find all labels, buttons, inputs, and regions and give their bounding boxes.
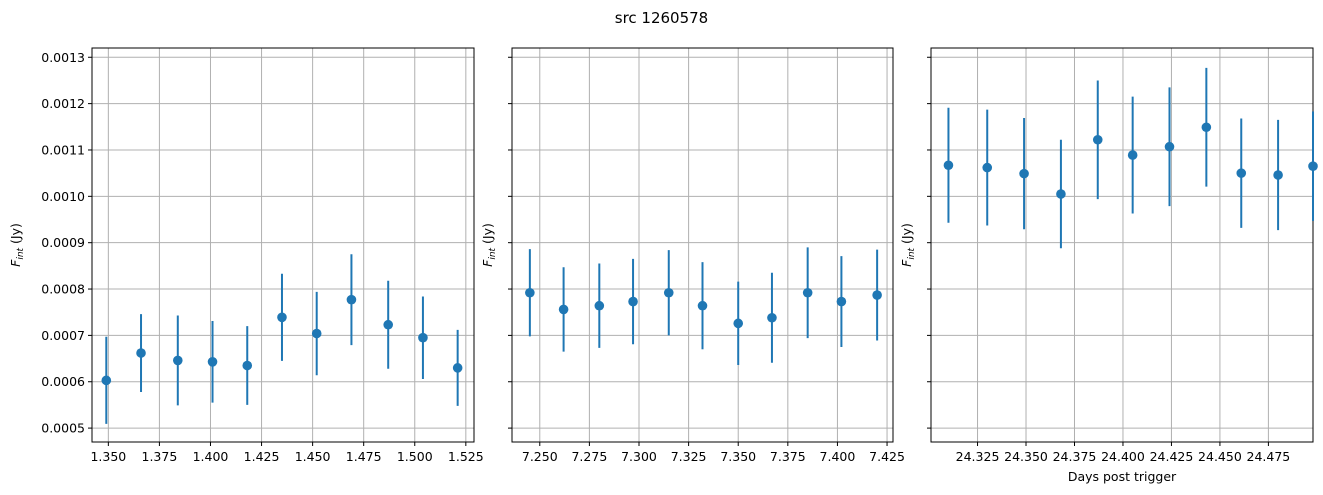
x-tick-label: 7.375 — [770, 449, 806, 464]
y-axis-label: Fint (Jy) — [8, 223, 26, 267]
y-tick-label: 0.0008 — [41, 282, 85, 297]
x-axis-label: Days post trigger — [1068, 469, 1177, 484]
data-point — [1056, 189, 1066, 199]
data-point — [277, 312, 287, 323]
data-point — [101, 375, 112, 386]
data-point — [1092, 134, 1103, 145]
x-tick-label: 24.400 — [1101, 449, 1145, 464]
axes-frame — [511, 47, 894, 443]
x-tick-label: 24.450 — [1198, 449, 1242, 464]
data-point — [1308, 161, 1318, 171]
data-point — [242, 360, 253, 371]
x-tick-label: 1.375 — [142, 449, 178, 464]
x-tick-label: 7.400 — [820, 449, 856, 464]
data-point — [628, 296, 638, 307]
data-point — [207, 357, 218, 367]
data-point — [452, 363, 463, 373]
data-point — [1019, 168, 1029, 179]
data-point — [836, 296, 847, 307]
x-tick-label: 1.350 — [90, 449, 126, 464]
data-point — [594, 300, 605, 311]
data-point — [311, 328, 322, 339]
figure-title: src 1260578 — [615, 9, 708, 27]
data-point — [172, 355, 183, 366]
x-tick-label: 7.275 — [571, 449, 607, 464]
data-point — [872, 290, 882, 300]
data-point — [982, 162, 993, 173]
y-tick-label: 0.0007 — [41, 328, 85, 343]
data-point — [558, 304, 569, 315]
data-point — [802, 287, 813, 298]
data-point — [697, 300, 708, 311]
x-tick-label: 1.425 — [244, 449, 280, 464]
data-point — [346, 294, 357, 305]
x-tick-label: 24.425 — [1150, 449, 1194, 464]
x-tick-label: 1.475 — [346, 449, 382, 464]
x-tick-label: 7.425 — [869, 449, 905, 464]
axes-frame — [91, 47, 475, 443]
data-point — [733, 318, 744, 329]
x-tick-label: 7.325 — [671, 449, 707, 464]
x-tick-label: 24.375 — [1053, 449, 1097, 464]
x-tick-label: 7.350 — [720, 449, 756, 464]
subplots-area: 1.350 1.375 1.400 1.425 1.450 1.475 1.500 1.525… — [8, 47, 1318, 484]
x-tick-label: 1.450 — [295, 449, 331, 464]
y-tick-label: 0.0006 — [41, 374, 85, 389]
data-point — [1127, 150, 1138, 160]
x-tick-label: 1.400 — [193, 449, 229, 464]
x-tick-label: 7.250 — [522, 449, 558, 464]
data-point — [1236, 168, 1247, 178]
subplot-1: 1.350 1.375 1.400 1.425 1.450 1.475 1.500 1.525… — [8, 47, 484, 464]
x-tick-label: 1.500 — [397, 449, 433, 464]
x-tick-label: 24.325 — [956, 449, 1000, 464]
x-tick-label: 24.350 — [1004, 449, 1048, 464]
data-point — [136, 348, 146, 358]
subplot-2: 7.250 7.275 7.300 7.325 7.350 7.375 7.400 7.425… — [480, 47, 905, 464]
data-point — [663, 287, 674, 298]
x-tick-label: 7.300 — [621, 449, 657, 464]
x-tick-label: 24.475 — [1247, 449, 1291, 464]
y-tick-label: 0.0005 — [41, 421, 85, 436]
data-point — [1201, 122, 1212, 133]
data-point — [383, 319, 394, 330]
y-tick-label: 0.0011 — [41, 142, 85, 157]
data-point — [943, 160, 954, 171]
data-point — [1273, 170, 1283, 180]
data-point — [525, 287, 535, 298]
data-point — [767, 312, 777, 323]
data-point — [418, 332, 428, 343]
subplot-3: 24.325 24.350 24.375 24.400 24.425 24.450 24.4… — [899, 47, 1318, 484]
x-tick-label: 1.525 — [448, 449, 484, 464]
y-axis-label: Fint (Jy) — [899, 223, 917, 267]
y-tick-label: 0.0013 — [41, 50, 85, 65]
y-tick-label: 0.0010 — [41, 189, 85, 204]
y-tick-label: 0.0012 — [41, 96, 85, 111]
y-tick-label: 0.0009 — [41, 235, 85, 250]
axes-frame — [930, 47, 1314, 443]
data-point — [1164, 141, 1175, 152]
y-axis-label: Fint (Jy) — [480, 223, 498, 267]
